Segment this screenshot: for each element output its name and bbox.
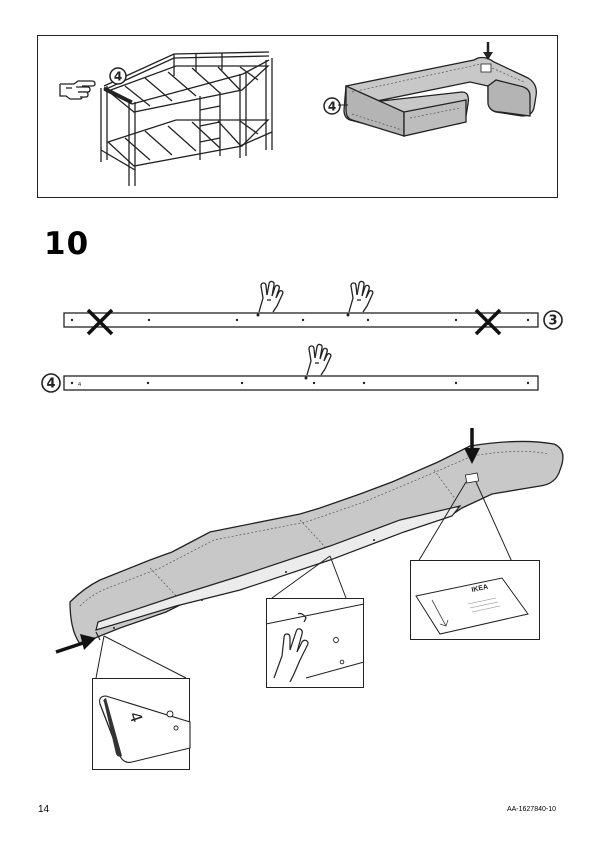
- care-tag-brand: IKEA: [471, 584, 489, 594]
- document-code: AA-1627840-10: [506, 806, 556, 813]
- part-badge-3: 3: [543, 310, 563, 330]
- svg-text:3: 3: [548, 314, 557, 329]
- part-badge-4-top-bed: 4: [109, 67, 127, 85]
- finger-press-detail: [265, 603, 365, 683]
- step-number: 10: [44, 226, 90, 262]
- part-badge-4-pad: 4: [323, 97, 341, 115]
- part-badge-4-rail: 4: [41, 373, 61, 393]
- page-number: 14: [38, 804, 50, 815]
- svg-text:4: 4: [328, 100, 336, 114]
- part-badge-text: 4: [114, 70, 122, 84]
- finger-touch-icon: [258, 280, 284, 313]
- care-tag-illustration: IKEA: [415, 577, 529, 635]
- pointing-hand-icon: [59, 80, 96, 100]
- finger-touch-icon: [306, 343, 332, 376]
- svg-text:4: 4: [46, 377, 55, 392]
- top-reference-panel: [37, 35, 558, 198]
- arrow-right-icon: [338, 104, 348, 106]
- cross-mark-icon: [474, 308, 502, 336]
- cross-mark-icon: [86, 308, 114, 336]
- rail-end-detail: 4: [99, 695, 191, 763]
- detail-box-finger-press: [266, 598, 364, 688]
- finger-touch-icon: [273, 612, 309, 683]
- finger-touch-icon: [348, 280, 374, 313]
- rail-part-number-small: 4: [78, 382, 81, 388]
